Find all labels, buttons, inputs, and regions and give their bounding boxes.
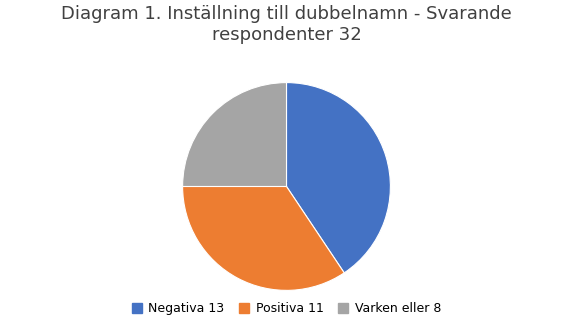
Wedge shape [286,83,390,273]
Wedge shape [183,186,344,290]
Wedge shape [183,83,286,186]
Legend: Negativa 13, Positiva 11, Varken eller 8: Negativa 13, Positiva 11, Varken eller 8 [127,297,446,320]
Title: Diagram 1. Inställning till dubbelnamn - Svarande
respondenter 32: Diagram 1. Inställning till dubbelnamn -… [61,5,512,44]
